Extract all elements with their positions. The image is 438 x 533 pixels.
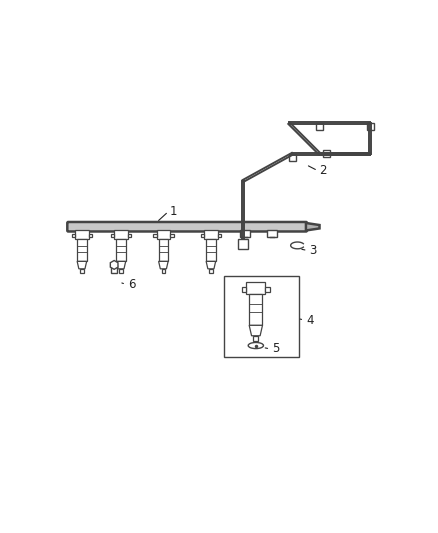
Bar bbox=[119, 269, 123, 273]
Bar bbox=[128, 234, 131, 238]
Bar bbox=[88, 234, 92, 238]
FancyBboxPatch shape bbox=[67, 222, 307, 231]
Bar bbox=[111, 234, 114, 238]
Bar bbox=[242, 287, 246, 292]
Bar bbox=[206, 239, 215, 261]
Bar bbox=[238, 239, 248, 249]
Bar bbox=[201, 234, 204, 238]
Bar bbox=[323, 150, 330, 157]
Bar bbox=[218, 234, 221, 238]
Bar bbox=[111, 265, 117, 272]
Text: 2: 2 bbox=[320, 164, 327, 177]
Bar bbox=[156, 230, 170, 239]
Bar bbox=[170, 234, 173, 238]
Text: 6: 6 bbox=[128, 278, 135, 291]
Polygon shape bbox=[159, 261, 168, 269]
Bar bbox=[246, 282, 265, 294]
Bar bbox=[114, 230, 128, 239]
Bar bbox=[204, 230, 218, 239]
Bar bbox=[75, 230, 88, 239]
Polygon shape bbox=[306, 223, 320, 230]
Bar bbox=[162, 269, 165, 273]
Bar bbox=[209, 269, 212, 273]
Bar bbox=[116, 239, 126, 261]
Text: 5: 5 bbox=[272, 342, 279, 356]
Bar bbox=[80, 269, 84, 273]
Bar bbox=[267, 230, 277, 237]
Bar bbox=[240, 230, 250, 237]
Bar bbox=[159, 239, 168, 261]
Polygon shape bbox=[77, 261, 87, 269]
Bar bbox=[77, 239, 87, 261]
Polygon shape bbox=[249, 325, 262, 336]
Bar bbox=[316, 123, 323, 130]
Bar bbox=[249, 294, 262, 325]
Ellipse shape bbox=[248, 343, 264, 349]
Bar bbox=[153, 234, 156, 238]
Text: 3: 3 bbox=[309, 244, 317, 257]
Bar bbox=[72, 234, 75, 238]
Polygon shape bbox=[206, 261, 215, 269]
Bar bbox=[289, 154, 296, 160]
Polygon shape bbox=[110, 261, 118, 269]
Bar bbox=[367, 123, 374, 130]
Bar bbox=[224, 276, 299, 358]
Bar bbox=[265, 287, 270, 292]
Polygon shape bbox=[116, 261, 126, 269]
Bar bbox=[254, 336, 258, 342]
Text: 1: 1 bbox=[170, 205, 178, 218]
Text: 4: 4 bbox=[306, 313, 314, 327]
